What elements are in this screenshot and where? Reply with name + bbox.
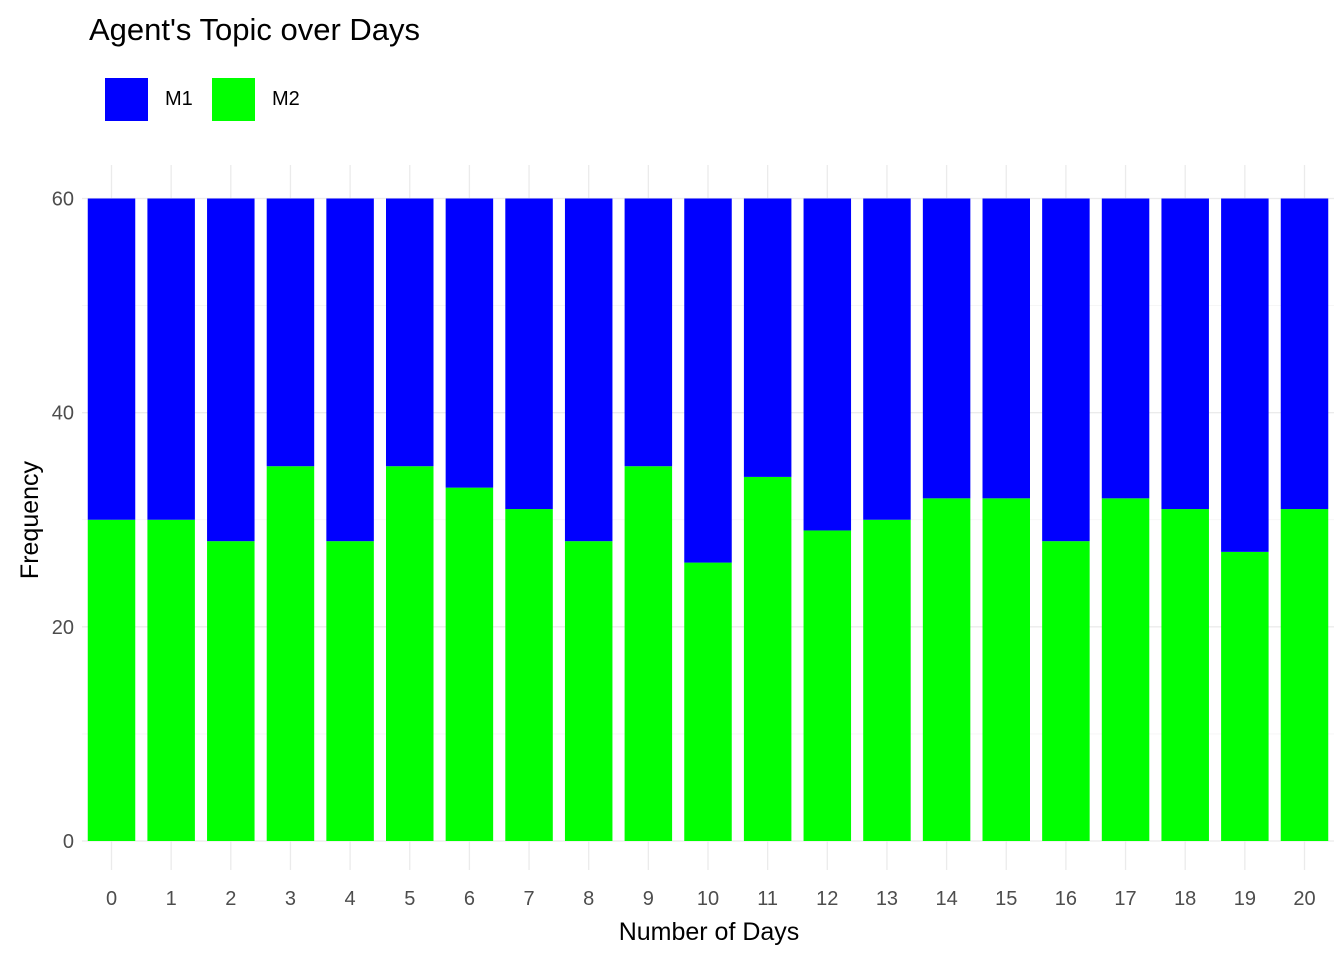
bar-m1-day-3 <box>266 198 315 467</box>
bar-layer <box>87 198 1329 841</box>
x-tick-label: 6 <box>464 888 475 910</box>
x-tick-label: 10 <box>697 888 719 910</box>
y-tick-label: 0 <box>63 831 74 853</box>
x-axis-title: Number of Days <box>619 918 800 946</box>
bar-m2-day-1 <box>147 519 195 841</box>
x-tick-label: 20 <box>1293 888 1315 910</box>
x-tick-label: 2 <box>225 888 236 910</box>
x-tick-label: 4 <box>345 888 356 910</box>
bar-m2-day-0 <box>87 519 136 841</box>
x-tick-label: 18 <box>1174 888 1196 910</box>
x-tick-label: 16 <box>1055 888 1077 910</box>
y-tick-label: 60 <box>52 189 74 211</box>
bar-m1-day-19 <box>1221 198 1269 552</box>
bar-m1-day-7 <box>505 198 553 510</box>
bar-m2-day-17 <box>1101 498 1150 841</box>
x-tick-label: 13 <box>876 888 898 910</box>
bar-m2-day-9 <box>624 466 673 841</box>
x-tick-label: 15 <box>995 888 1017 910</box>
bar-m1-day-15 <box>982 198 1030 499</box>
legend-swatch-m2 <box>212 78 255 121</box>
bar-m2-day-20 <box>1280 509 1329 841</box>
x-tick-label: 7 <box>523 888 534 910</box>
bar-m1-day-9 <box>624 198 673 467</box>
bar-m1-day-14 <box>922 198 971 499</box>
bar-m2-day-8 <box>564 541 613 841</box>
bar-m1-day-10 <box>684 198 732 563</box>
bar-m2-day-13 <box>863 519 911 841</box>
bar-m2-day-14 <box>922 498 971 841</box>
x-tick-label: 3 <box>285 888 296 910</box>
bar-m2-day-10 <box>684 562 732 841</box>
bar-m1-day-0 <box>87 198 136 520</box>
chart-title: Agent's Topic over Days <box>89 12 421 47</box>
x-tick-label: 0 <box>106 888 117 910</box>
bar-m2-day-4 <box>326 541 374 841</box>
bar-m2-day-7 <box>505 509 553 841</box>
bar-m1-day-4 <box>326 198 374 542</box>
y-tick-label: 40 <box>52 403 74 425</box>
bar-m1-day-20 <box>1280 198 1329 510</box>
bar-m2-day-11 <box>743 476 792 841</box>
bar-m1-day-12 <box>803 198 852 531</box>
x-tick-label: 11 <box>757 888 778 910</box>
x-tick-label: 8 <box>583 888 594 910</box>
legend-item-m2: M2 <box>212 78 300 121</box>
legend-label-m2: M2 <box>272 88 300 110</box>
bar-m1-day-1 <box>147 198 195 520</box>
bar-m1-day-5 <box>386 198 434 467</box>
y-tick-label: 20 <box>52 617 74 639</box>
bar-m2-day-3 <box>266 466 315 841</box>
x-tick-label: 5 <box>404 888 415 910</box>
x-tick-label: 9 <box>643 888 654 910</box>
bar-m1-day-18 <box>1161 198 1209 510</box>
bar-m1-day-8 <box>564 198 613 542</box>
bar-m2-day-2 <box>207 541 255 841</box>
legend-label-m1: M1 <box>165 88 193 110</box>
x-tick-label: 1 <box>166 888 177 910</box>
bar-m2-day-18 <box>1161 509 1209 841</box>
x-tick-label: 14 <box>935 888 957 910</box>
bar-m1-day-2 <box>207 198 255 542</box>
bar-m1-day-11 <box>743 198 792 477</box>
bar-m2-day-16 <box>1042 541 1090 841</box>
bar-m2-day-6 <box>445 487 494 841</box>
y-axis-title: Frequency <box>16 460 44 579</box>
x-tick-label: 17 <box>1114 888 1136 910</box>
bar-m1-day-16 <box>1042 198 1090 542</box>
x-tick-label: 19 <box>1234 888 1256 910</box>
bar-m2-day-12 <box>803 530 852 841</box>
bar-m1-day-13 <box>863 198 911 520</box>
x-tick-label: 12 <box>816 888 838 910</box>
bar-m2-day-5 <box>386 466 434 841</box>
bar-m2-day-15 <box>982 498 1030 841</box>
bar-m1-day-17 <box>1101 198 1150 499</box>
legend-item-m1: M1 <box>105 78 193 121</box>
bar-m1-day-6 <box>445 198 494 488</box>
legend-swatch-m1 <box>105 78 148 121</box>
bar-m2-day-19 <box>1221 551 1269 841</box>
